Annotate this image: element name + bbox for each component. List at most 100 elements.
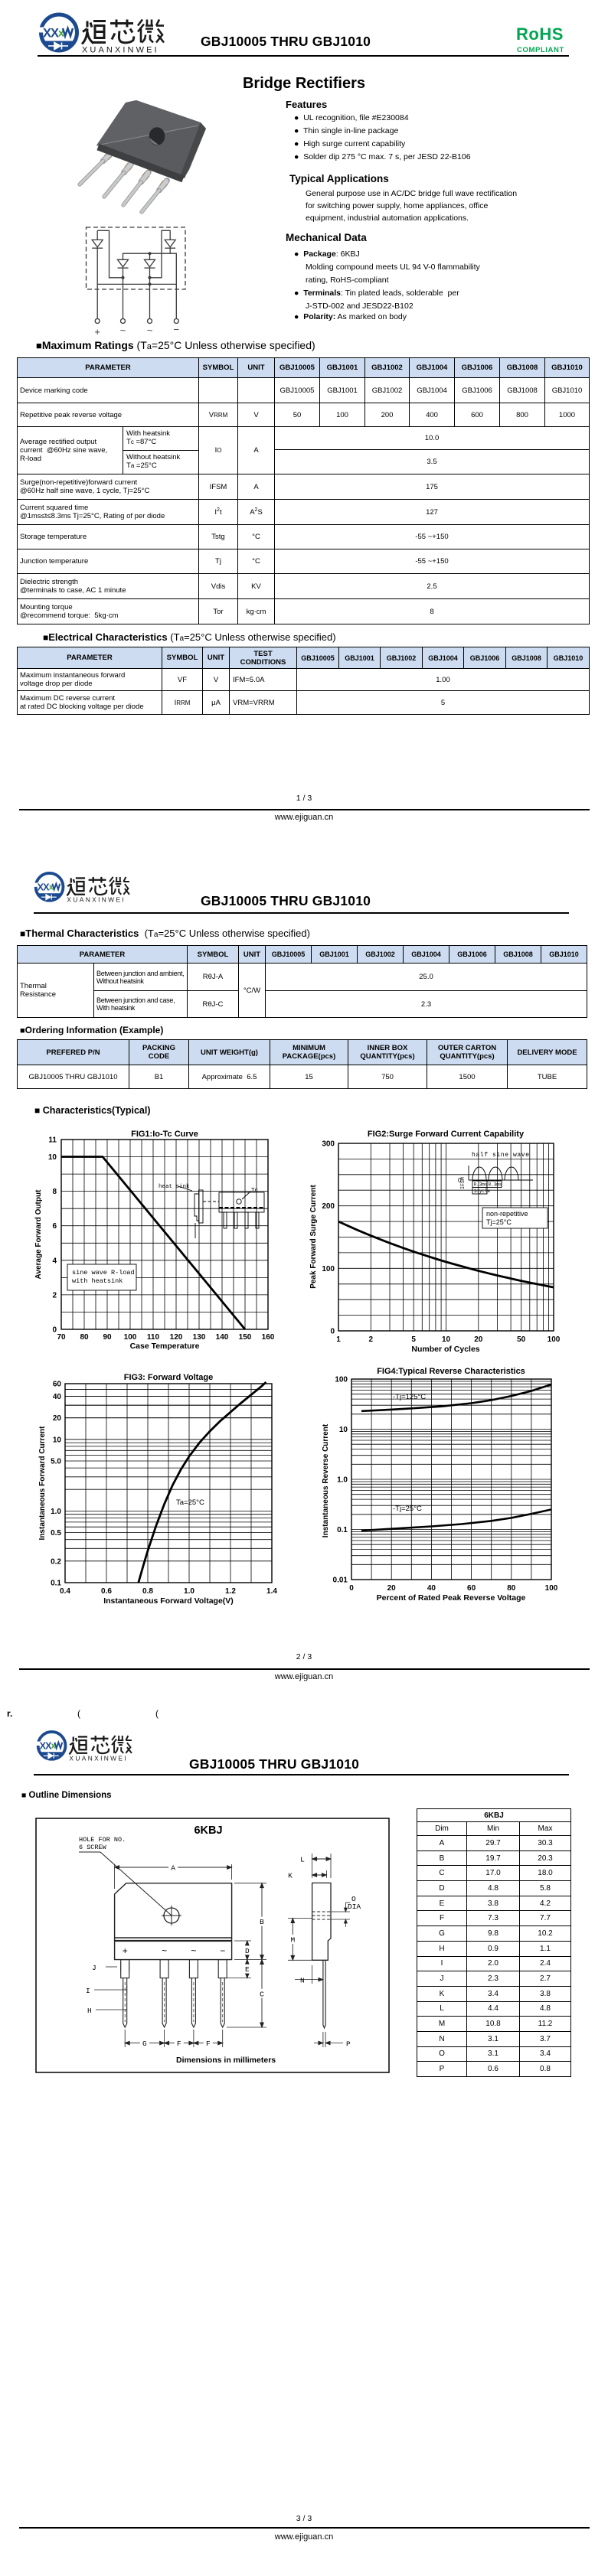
svg-text:IFSM: IFSM bbox=[460, 1177, 466, 1189]
svg-text:130: 130 bbox=[193, 1333, 206, 1342]
svg-text:20: 20 bbox=[474, 1335, 483, 1344]
svg-text:200: 200 bbox=[322, 1202, 335, 1211]
svg-text:XX: XX bbox=[38, 882, 51, 892]
svg-text:0.5: 0.5 bbox=[51, 1529, 61, 1537]
svg-text:8.3ms: 8.3ms bbox=[474, 1182, 488, 1188]
svg-text:5.0: 5.0 bbox=[51, 1458, 61, 1466]
svg-text:60: 60 bbox=[53, 1381, 62, 1389]
svg-text:K: K bbox=[288, 1872, 293, 1880]
svg-text:~: ~ bbox=[191, 1945, 196, 1956]
svg-text:XUANXINWEI: XUANXINWEI bbox=[67, 896, 126, 904]
svg-text:0.1: 0.1 bbox=[337, 1526, 348, 1534]
svg-text:0: 0 bbox=[52, 1326, 57, 1335]
svg-text:−: − bbox=[174, 324, 180, 335]
svg-text:P: P bbox=[346, 2040, 351, 2049]
svg-text:10: 10 bbox=[442, 1335, 451, 1344]
svg-text:6 SCREW: 6 SCREW bbox=[79, 1844, 107, 1851]
svg-text:50: 50 bbox=[517, 1335, 526, 1344]
svg-text:-Tj=25°C: -Tj=25°C bbox=[393, 1505, 422, 1513]
svg-text:D: D bbox=[245, 1947, 250, 1955]
svg-text:I: I bbox=[86, 1987, 90, 1995]
svg-text:10: 10 bbox=[48, 1153, 57, 1162]
svg-text:J: J bbox=[92, 1964, 96, 1972]
svg-text:150: 150 bbox=[239, 1333, 252, 1342]
svg-text:+: + bbox=[94, 326, 100, 337]
svg-text:half sine wave: half sine wave bbox=[472, 1152, 530, 1159]
svg-text:0: 0 bbox=[458, 1177, 462, 1184]
svg-text:300: 300 bbox=[322, 1140, 335, 1149]
svg-text:2: 2 bbox=[52, 1291, 57, 1299]
svg-text:F: F bbox=[177, 2040, 181, 2048]
svg-text:heat sink: heat sink bbox=[159, 1184, 190, 1190]
svg-text:40: 40 bbox=[427, 1584, 436, 1593]
svg-text:x: x bbox=[49, 883, 54, 892]
svg-text:1.2: 1.2 bbox=[225, 1587, 236, 1596]
svg-text:FIG3: Forward Voltage: FIG3: Forward Voltage bbox=[124, 1373, 214, 1382]
svg-text:10: 10 bbox=[53, 1436, 62, 1444]
svg-text:20: 20 bbox=[53, 1414, 62, 1423]
svg-text:90: 90 bbox=[103, 1333, 112, 1342]
svg-text:E: E bbox=[245, 1965, 250, 1974]
svg-text:with heatsink: with heatsink bbox=[72, 1277, 123, 1285]
svg-text:110: 110 bbox=[147, 1333, 160, 1342]
svg-text:11: 11 bbox=[48, 1136, 57, 1145]
svg-text:8.3ms: 8.3ms bbox=[489, 1182, 502, 1188]
svg-text:+: + bbox=[123, 1945, 128, 1956]
svg-text:20: 20 bbox=[387, 1584, 397, 1593]
svg-text:-Tj=125°C: -Tj=125°C bbox=[393, 1393, 426, 1401]
svg-text:B: B bbox=[260, 1918, 264, 1926]
svg-text:XX: XX bbox=[43, 27, 59, 41]
svg-text:70: 70 bbox=[57, 1333, 66, 1342]
svg-text:0.6: 0.6 bbox=[101, 1587, 112, 1596]
svg-text:Instantaneous Forward Current: Instantaneous Forward Current bbox=[38, 1426, 47, 1541]
svg-text:1.0: 1.0 bbox=[51, 1508, 61, 1516]
svg-text:N: N bbox=[300, 1977, 305, 1985]
svg-text:0.4: 0.4 bbox=[60, 1587, 70, 1596]
svg-text:x: x bbox=[51, 1742, 56, 1751]
svg-text:Case Temperature: Case Temperature bbox=[130, 1342, 200, 1351]
svg-text:80: 80 bbox=[507, 1584, 516, 1593]
svg-text:6KBJ: 6KBJ bbox=[194, 1824, 222, 1837]
svg-text:Dimensions in millimeters: Dimensions in millimeters bbox=[176, 2056, 276, 2065]
svg-text:160: 160 bbox=[262, 1333, 275, 1342]
svg-text:100: 100 bbox=[335, 1376, 348, 1384]
svg-text:Number of Cycles: Number of Cycles bbox=[411, 1345, 479, 1354]
svg-text:sine wave R-load: sine wave R-load bbox=[72, 1269, 135, 1277]
svg-text:non-repetitive: non-repetitive bbox=[486, 1210, 528, 1218]
svg-text:1.4: 1.4 bbox=[266, 1587, 277, 1596]
svg-text:Ta=25°C: Ta=25°C bbox=[176, 1498, 204, 1507]
svg-text:0.01: 0.01 bbox=[333, 1577, 348, 1585]
svg-text:100: 100 bbox=[548, 1335, 561, 1344]
svg-text:0.1: 0.1 bbox=[51, 1580, 61, 1588]
svg-text:XUANXINWEI: XUANXINWEI bbox=[69, 1755, 128, 1762]
svg-text:1.0: 1.0 bbox=[337, 1476, 348, 1485]
svg-text:1.0: 1.0 bbox=[184, 1587, 194, 1596]
svg-text:~: ~ bbox=[162, 1945, 167, 1956]
svg-text:8: 8 bbox=[52, 1188, 57, 1196]
svg-text:40: 40 bbox=[53, 1393, 62, 1401]
svg-text:10: 10 bbox=[339, 1426, 348, 1434]
svg-text:DIA: DIA bbox=[348, 1903, 361, 1911]
svg-text:100: 100 bbox=[545, 1584, 558, 1593]
svg-text:~: ~ bbox=[120, 324, 126, 336]
svg-text:0: 0 bbox=[330, 1328, 335, 1336]
svg-text:Peak Forward Surge Current: Peak Forward Surge Current bbox=[309, 1185, 318, 1289]
svg-text:H: H bbox=[87, 2007, 92, 2015]
svg-text:XUANXINWEI: XUANXINWEI bbox=[82, 46, 159, 55]
svg-text:1: 1 bbox=[336, 1335, 341, 1344]
svg-text:60: 60 bbox=[467, 1584, 476, 1593]
svg-text:A: A bbox=[171, 1864, 175, 1873]
svg-text:XX: XX bbox=[40, 1740, 53, 1751]
svg-text:4: 4 bbox=[52, 1257, 57, 1265]
svg-text:Instantaneous Forward Voltage(: Instantaneous Forward Voltage(V) bbox=[103, 1596, 234, 1606]
svg-text:FIG2:Surge Forward Current Cap: FIG2:Surge Forward Current Capability bbox=[368, 1130, 525, 1139]
svg-text:100: 100 bbox=[322, 1265, 335, 1273]
svg-text:5: 5 bbox=[411, 1335, 416, 1344]
svg-text:~: ~ bbox=[147, 324, 153, 336]
svg-text:0.2: 0.2 bbox=[51, 1557, 61, 1566]
svg-text:Percent of Rated Peak Reverse: Percent of Rated Peak Reverse Voltage bbox=[377, 1593, 526, 1603]
svg-text:x: x bbox=[58, 27, 64, 39]
svg-text:Tc: Tc bbox=[251, 1188, 258, 1194]
svg-text:2: 2 bbox=[369, 1335, 374, 1344]
svg-text:FIG1:Io-Tc Curve: FIG1:Io-Tc Curve bbox=[131, 1130, 198, 1139]
